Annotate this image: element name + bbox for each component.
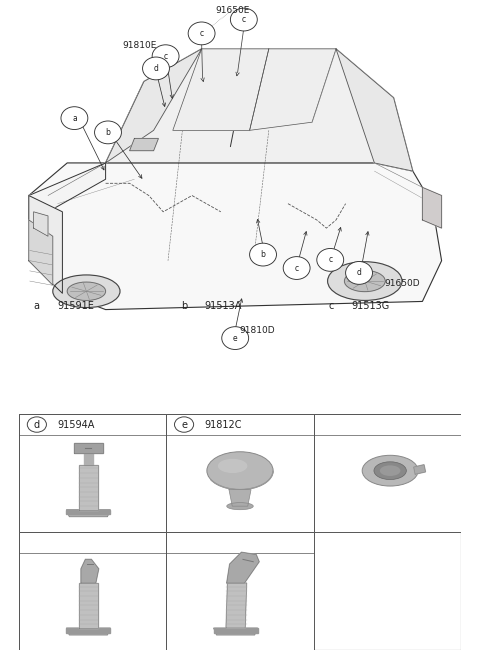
Polygon shape xyxy=(106,49,202,163)
Polygon shape xyxy=(66,628,110,635)
Circle shape xyxy=(250,243,276,266)
Text: c: c xyxy=(329,302,334,311)
Text: e: e xyxy=(181,420,187,430)
Polygon shape xyxy=(84,446,93,464)
Polygon shape xyxy=(229,489,251,506)
Text: c: c xyxy=(164,52,168,60)
Text: 91594A: 91594A xyxy=(58,420,95,430)
Polygon shape xyxy=(29,163,106,212)
Bar xyxy=(19,532,167,650)
Text: b: b xyxy=(261,250,265,259)
Circle shape xyxy=(283,257,310,279)
Text: b: b xyxy=(181,302,187,311)
Text: d: d xyxy=(34,420,40,430)
Polygon shape xyxy=(106,49,413,171)
Polygon shape xyxy=(173,49,269,130)
Polygon shape xyxy=(130,139,158,150)
Text: c: c xyxy=(328,256,332,264)
Text: 91810E: 91810E xyxy=(122,41,156,50)
Text: 91513A: 91513A xyxy=(204,302,242,311)
Polygon shape xyxy=(422,187,442,228)
Text: d: d xyxy=(357,269,361,277)
Polygon shape xyxy=(81,559,99,583)
Polygon shape xyxy=(214,628,258,633)
Circle shape xyxy=(188,22,215,45)
Ellipse shape xyxy=(327,261,402,300)
Circle shape xyxy=(61,106,88,129)
Polygon shape xyxy=(29,220,53,285)
Polygon shape xyxy=(214,628,258,635)
Ellipse shape xyxy=(345,271,385,292)
Circle shape xyxy=(143,57,169,80)
Ellipse shape xyxy=(362,455,418,486)
Polygon shape xyxy=(29,163,442,309)
Text: 91812C: 91812C xyxy=(204,420,242,430)
Polygon shape xyxy=(29,196,62,293)
Circle shape xyxy=(95,121,121,144)
Circle shape xyxy=(230,8,257,31)
Polygon shape xyxy=(227,553,259,583)
Text: 91650E: 91650E xyxy=(216,6,250,15)
Ellipse shape xyxy=(53,275,120,307)
Polygon shape xyxy=(250,49,336,130)
Polygon shape xyxy=(73,443,103,453)
Circle shape xyxy=(222,327,249,350)
Bar xyxy=(313,414,461,532)
Text: 91650D: 91650D xyxy=(384,279,420,288)
Text: 91591E: 91591E xyxy=(58,302,95,311)
Text: c: c xyxy=(242,15,246,24)
Circle shape xyxy=(317,248,344,271)
Ellipse shape xyxy=(227,503,253,510)
Text: b: b xyxy=(106,128,110,137)
Polygon shape xyxy=(79,583,98,628)
Polygon shape xyxy=(79,464,98,510)
Polygon shape xyxy=(414,464,425,474)
Polygon shape xyxy=(226,583,247,628)
Ellipse shape xyxy=(67,282,106,300)
Text: 91810D: 91810D xyxy=(239,326,275,335)
Text: a: a xyxy=(34,302,40,311)
Ellipse shape xyxy=(207,452,273,489)
Polygon shape xyxy=(66,510,110,514)
Polygon shape xyxy=(336,49,413,171)
Bar xyxy=(19,414,167,532)
Ellipse shape xyxy=(218,459,247,473)
Polygon shape xyxy=(66,510,110,517)
Text: a: a xyxy=(72,114,77,123)
Polygon shape xyxy=(34,212,48,237)
Text: 91513G: 91513G xyxy=(352,302,390,311)
Bar xyxy=(167,414,313,532)
Ellipse shape xyxy=(374,462,407,480)
Ellipse shape xyxy=(380,465,400,476)
Text: d: d xyxy=(154,64,158,73)
Circle shape xyxy=(152,45,179,68)
Text: e: e xyxy=(233,334,238,342)
Text: c: c xyxy=(295,263,299,273)
Circle shape xyxy=(346,261,372,284)
Polygon shape xyxy=(66,628,110,633)
Text: c: c xyxy=(200,29,204,38)
Bar xyxy=(167,532,313,650)
